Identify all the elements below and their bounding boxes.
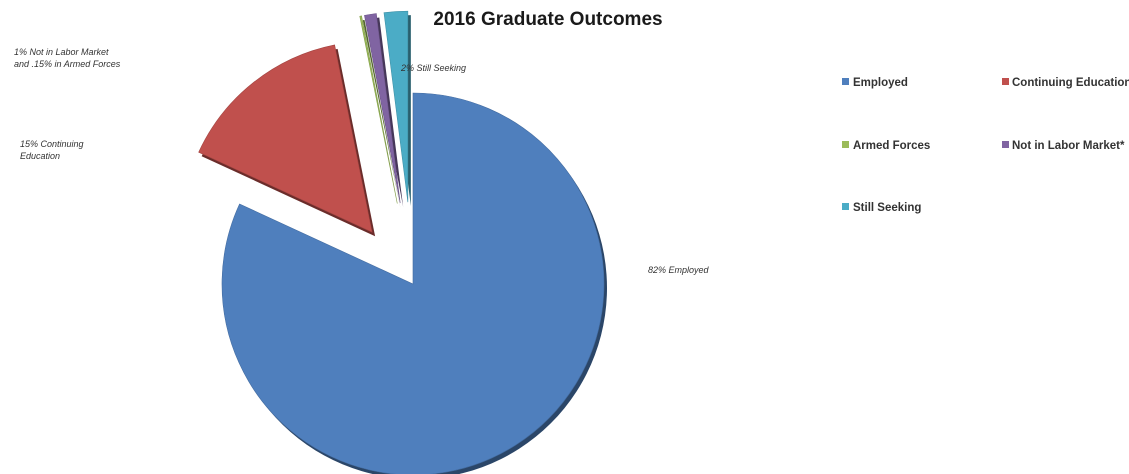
data-label-still-seeking-line-1: 2% Still Seeking [400,63,466,73]
legend-swatch-employed [842,78,849,85]
data-label-still-seeking: 2% Still Seeking [400,63,466,73]
data-label-continuing-education-line-1: 15% Continuing [20,139,84,149]
pie-slice-not-in-labor-market [364,13,401,204]
data-label-employed-line-1: 82% Employed [648,265,710,275]
legend-label-continuing-education: Continuing Education [1012,77,1129,89]
legend-item-still-seeking: Still Seeking [842,202,921,214]
legend-item-continuing-education: Continuing Education [1002,77,1129,89]
legend-label-not-in-labor-market: Not in Labor Market* [1012,140,1125,152]
legend-item-employed: Employed [842,77,908,89]
legend-swatch-not-in-labor-market [1002,141,1009,148]
legend-swatch-armed-forces [842,141,849,148]
data-label-not-in-labor-market-line-1: 1% Not in Labor Market [14,47,109,57]
legend-label-still-seeking: Still Seeking [853,202,921,214]
legend-item-armed-forces: Armed Forces [842,140,930,152]
data-label-not-in-labor-market: 1% Not in Labor Market and .15% in Armed… [14,47,121,69]
legend-swatch-still-seeking [842,203,849,210]
legend-label-armed-forces: Armed Forces [853,140,930,152]
legend-label-employed: Employed [853,77,908,89]
data-label-employed: 82% Employed [648,265,710,275]
pie-slice-armed-forces [359,15,398,204]
data-label-continuing-education-line-2: Education [20,151,60,161]
pie-slice-still-seeking [383,10,409,203]
pie-slice-employed [221,92,605,474]
chart-title: 2016 Graduate Outcomes [433,9,662,30]
pie-slices [198,10,605,474]
pie-slice-shadow-armed-forces [362,19,401,208]
data-label-continuing-education: 15% Continuing Education [20,139,86,161]
data-label-not-in-labor-market-line-2: and .15% in Armed Forces [14,59,121,69]
legend: Employed Continuing Education Armed Forc… [842,77,1129,214]
legend-item-not-in-labor-market: Not in Labor Market* [1002,140,1125,152]
pie-slice-continuing-education [198,44,373,233]
legend-swatch-continuing-education [1002,78,1009,85]
